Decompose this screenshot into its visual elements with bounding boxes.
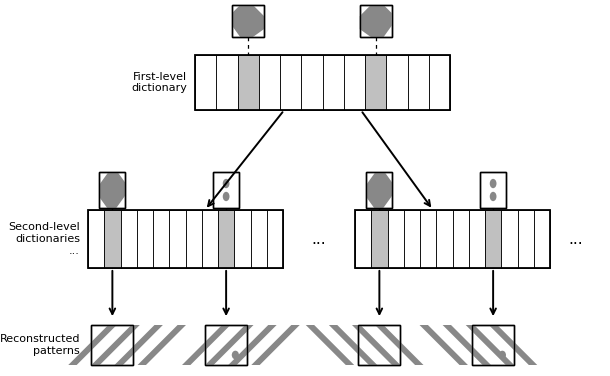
- Bar: [251, 210, 267, 268]
- Bar: [468, 210, 485, 268]
- Bar: [359, 325, 400, 365]
- Ellipse shape: [223, 192, 229, 201]
- Polygon shape: [232, 5, 264, 37]
- Bar: [88, 210, 104, 268]
- Ellipse shape: [223, 179, 229, 188]
- Polygon shape: [205, 325, 254, 365]
- Bar: [344, 55, 365, 110]
- Bar: [237, 55, 259, 110]
- Bar: [280, 55, 301, 110]
- Bar: [259, 55, 280, 110]
- Bar: [99, 172, 126, 208]
- Bar: [205, 325, 247, 365]
- Bar: [92, 325, 134, 365]
- Polygon shape: [68, 325, 117, 365]
- Polygon shape: [360, 5, 392, 37]
- Polygon shape: [92, 325, 140, 365]
- Bar: [153, 210, 169, 268]
- Bar: [485, 210, 501, 268]
- Bar: [407, 55, 429, 110]
- Bar: [436, 210, 453, 268]
- Bar: [218, 210, 234, 268]
- Bar: [517, 210, 534, 268]
- Polygon shape: [489, 325, 537, 365]
- Polygon shape: [228, 325, 276, 365]
- Polygon shape: [420, 325, 468, 365]
- Polygon shape: [465, 325, 514, 365]
- Polygon shape: [329, 325, 377, 365]
- Bar: [137, 210, 153, 268]
- Polygon shape: [138, 325, 186, 365]
- Polygon shape: [99, 172, 126, 208]
- Text: First-level
dictionary: First-level dictionary: [131, 72, 187, 93]
- Ellipse shape: [490, 179, 497, 188]
- Bar: [169, 210, 185, 268]
- Bar: [99, 172, 126, 208]
- Bar: [472, 325, 514, 365]
- Bar: [185, 210, 202, 268]
- Bar: [480, 172, 506, 208]
- Polygon shape: [251, 325, 300, 365]
- Bar: [217, 55, 237, 110]
- Bar: [359, 325, 400, 365]
- Bar: [429, 55, 450, 110]
- Bar: [234, 210, 251, 268]
- Bar: [92, 325, 134, 365]
- Bar: [367, 172, 392, 208]
- Polygon shape: [115, 325, 163, 365]
- Bar: [121, 210, 137, 268]
- Polygon shape: [367, 172, 392, 208]
- Bar: [367, 172, 392, 208]
- Text: ...: ...: [312, 232, 326, 247]
- Bar: [202, 210, 218, 268]
- Polygon shape: [352, 325, 400, 365]
- Bar: [534, 210, 550, 268]
- Ellipse shape: [490, 192, 497, 201]
- Bar: [420, 210, 436, 268]
- Bar: [386, 55, 407, 110]
- Text: Reconstructed
patterns: Reconstructed patterns: [0, 334, 80, 356]
- Bar: [232, 5, 264, 37]
- Ellipse shape: [499, 351, 506, 359]
- Bar: [195, 55, 217, 110]
- Bar: [453, 210, 468, 268]
- Bar: [360, 5, 392, 37]
- Bar: [355, 210, 550, 268]
- Bar: [323, 55, 344, 110]
- Bar: [501, 210, 517, 268]
- Bar: [213, 172, 239, 208]
- Bar: [301, 55, 323, 110]
- Bar: [360, 5, 392, 37]
- Bar: [195, 55, 450, 110]
- Bar: [480, 172, 506, 208]
- Bar: [213, 172, 239, 208]
- Polygon shape: [182, 325, 231, 365]
- Bar: [232, 5, 264, 37]
- Bar: [365, 55, 386, 110]
- Bar: [205, 325, 247, 365]
- Bar: [472, 325, 514, 365]
- Polygon shape: [375, 325, 423, 365]
- Bar: [404, 210, 420, 268]
- Polygon shape: [306, 325, 354, 365]
- Ellipse shape: [232, 351, 239, 359]
- Text: Second-level
dictionaries
...: Second-level dictionaries ...: [9, 222, 80, 256]
- Bar: [104, 210, 121, 268]
- Bar: [88, 210, 283, 268]
- Bar: [267, 210, 283, 268]
- Polygon shape: [443, 325, 491, 365]
- Text: ...: ...: [568, 232, 583, 247]
- Bar: [355, 210, 371, 268]
- Bar: [371, 210, 387, 268]
- Bar: [387, 210, 404, 268]
